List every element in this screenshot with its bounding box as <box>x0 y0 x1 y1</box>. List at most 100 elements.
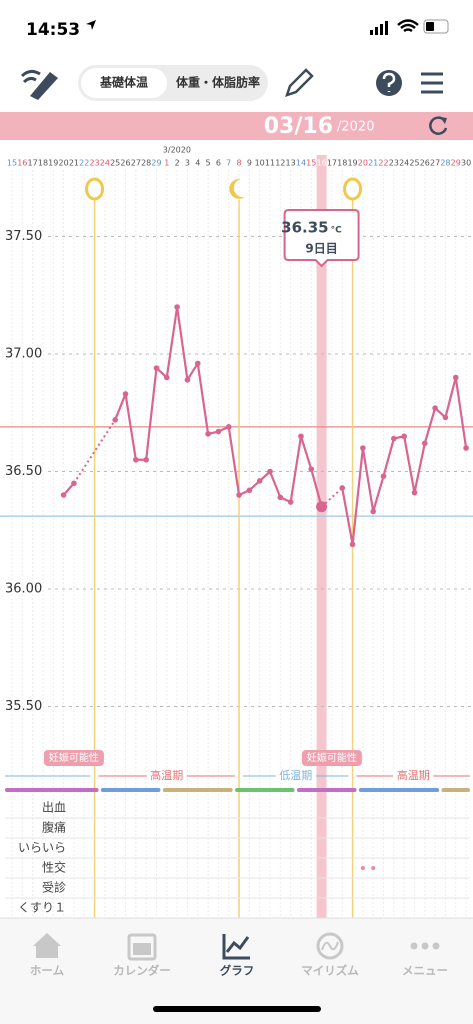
phase-label: 高温期 <box>150 768 183 782</box>
x-tick-label: 28 <box>141 159 151 168</box>
data-point <box>71 480 77 487</box>
data-point <box>370 508 377 515</box>
date-header <box>0 112 473 140</box>
month-label: 3/2020 <box>163 146 191 155</box>
x-tick-label: 17 <box>28 159 38 168</box>
x-tick-label: 20 <box>358 159 368 168</box>
x-tick-label: 11 <box>265 159 275 168</box>
cycle-segment <box>162 788 233 792</box>
x-tick-label: 7 <box>226 159 231 168</box>
x-tick-label: 30 <box>461 159 471 168</box>
x-tick-label: 25 <box>110 159 120 168</box>
rhythm-icon[interactable] <box>316 932 344 960</box>
phase-label-bg <box>393 769 434 783</box>
graph-icon[interactable] <box>222 934 250 960</box>
symptom-dot <box>371 866 376 870</box>
cycle-segment <box>100 788 161 792</box>
x-tick-label: 16 <box>317 159 327 168</box>
y-tick-label: 35.50 <box>5 699 42 714</box>
x-tick-label: 19 <box>347 159 357 168</box>
tab[interactable]: 体重・体脂肪率 <box>176 75 260 90</box>
moon-icon <box>229 178 246 199</box>
year: /2020 <box>337 120 374 135</box>
data-point <box>316 501 328 513</box>
data-point <box>277 494 284 501</box>
symptom-label: くすり１ <box>18 901 66 915</box>
data-point <box>153 365 160 371</box>
symptom-label: 受診 <box>42 880 66 895</box>
data-point <box>380 473 387 480</box>
edit-icon[interactable] <box>285 68 314 97</box>
data-point <box>122 391 129 397</box>
x-tick-label: 1 <box>164 159 169 168</box>
x-tick-label: 19 <box>48 159 58 168</box>
refresh-arrow <box>440 117 447 124</box>
x-tick-label: 24 <box>100 159 110 168</box>
x-tick-label: 21 <box>368 159 378 168</box>
battery-icon <box>423 19 449 34</box>
tab-active[interactable] <box>81 68 167 98</box>
x-tick-label: 15 <box>306 159 316 168</box>
data-point <box>112 417 118 423</box>
egg-icon <box>85 177 105 201</box>
y-tick-label: 37.50 <box>5 229 42 244</box>
fertile-badge <box>43 750 104 766</box>
phase-label: 高温期 <box>397 768 430 782</box>
signal-icon <box>370 21 388 35</box>
data-point <box>339 485 346 491</box>
tooltip <box>283 209 360 268</box>
phase-label-bg <box>146 769 187 783</box>
data-point <box>432 405 438 411</box>
x-tick-label: 9 <box>247 159 252 168</box>
x-tick-label: 13 <box>286 159 296 168</box>
phase-label: 低温期 <box>279 769 312 782</box>
home-indicator <box>153 1006 321 1012</box>
home-icon[interactable] <box>33 933 61 958</box>
x-tick-label: 21 <box>69 159 79 168</box>
x-tick-label: 12 <box>275 159 285 168</box>
data-point <box>308 466 315 472</box>
calendar-icon[interactable] <box>127 933 157 961</box>
data-point <box>143 456 149 463</box>
x-tick-label: 16 <box>17 159 27 168</box>
data-point <box>205 431 211 437</box>
x-tick-label: 3 <box>185 159 190 168</box>
x-tick-label: 23 <box>389 159 399 168</box>
tooltip-day: 9日目 <box>305 242 337 256</box>
location-icon <box>86 20 96 30</box>
refresh-icon[interactable] <box>429 116 448 135</box>
fertile-label: 妊娠可能性 <box>307 751 357 764</box>
menu-icon[interactable] <box>421 72 443 94</box>
nav-label[interactable]: マイリズム <box>301 964 359 978</box>
data-point <box>391 435 397 442</box>
x-tick-label: 25 <box>409 159 419 168</box>
data-point <box>267 468 273 475</box>
tab[interactable]: 基礎体温 <box>99 75 148 90</box>
battery-level <box>426 22 434 31</box>
thermometer-icon[interactable] <box>20 69 58 100</box>
data-point <box>422 440 428 447</box>
symptom-dot <box>360 866 365 870</box>
data-point <box>298 433 304 440</box>
x-tick-label: 6 <box>216 159 221 168</box>
cycle-segment <box>358 788 440 792</box>
x-tick-label: 29 <box>151 159 161 168</box>
menu-dots-icon[interactable] <box>410 942 440 950</box>
data-point <box>256 478 263 484</box>
data-point <box>60 492 67 498</box>
x-tick-label: 29 <box>451 159 461 168</box>
y-tick-label: 37.00 <box>5 347 42 362</box>
nav-label[interactable]: カレンダー <box>113 964 171 978</box>
fertile-badge <box>301 750 362 766</box>
data-point <box>215 428 222 435</box>
data-point <box>401 433 407 440</box>
nav-label[interactable]: メニュー <box>402 964 448 978</box>
data-point <box>246 487 253 494</box>
nav-label[interactable]: ホーム <box>30 964 65 978</box>
x-tick-label: 15 <box>7 159 17 168</box>
x-tick-label: 17 <box>327 159 337 168</box>
data-point <box>452 374 459 381</box>
nav-label[interactable]: グラフ <box>220 964 255 978</box>
x-tick-label: 22 <box>378 159 388 168</box>
